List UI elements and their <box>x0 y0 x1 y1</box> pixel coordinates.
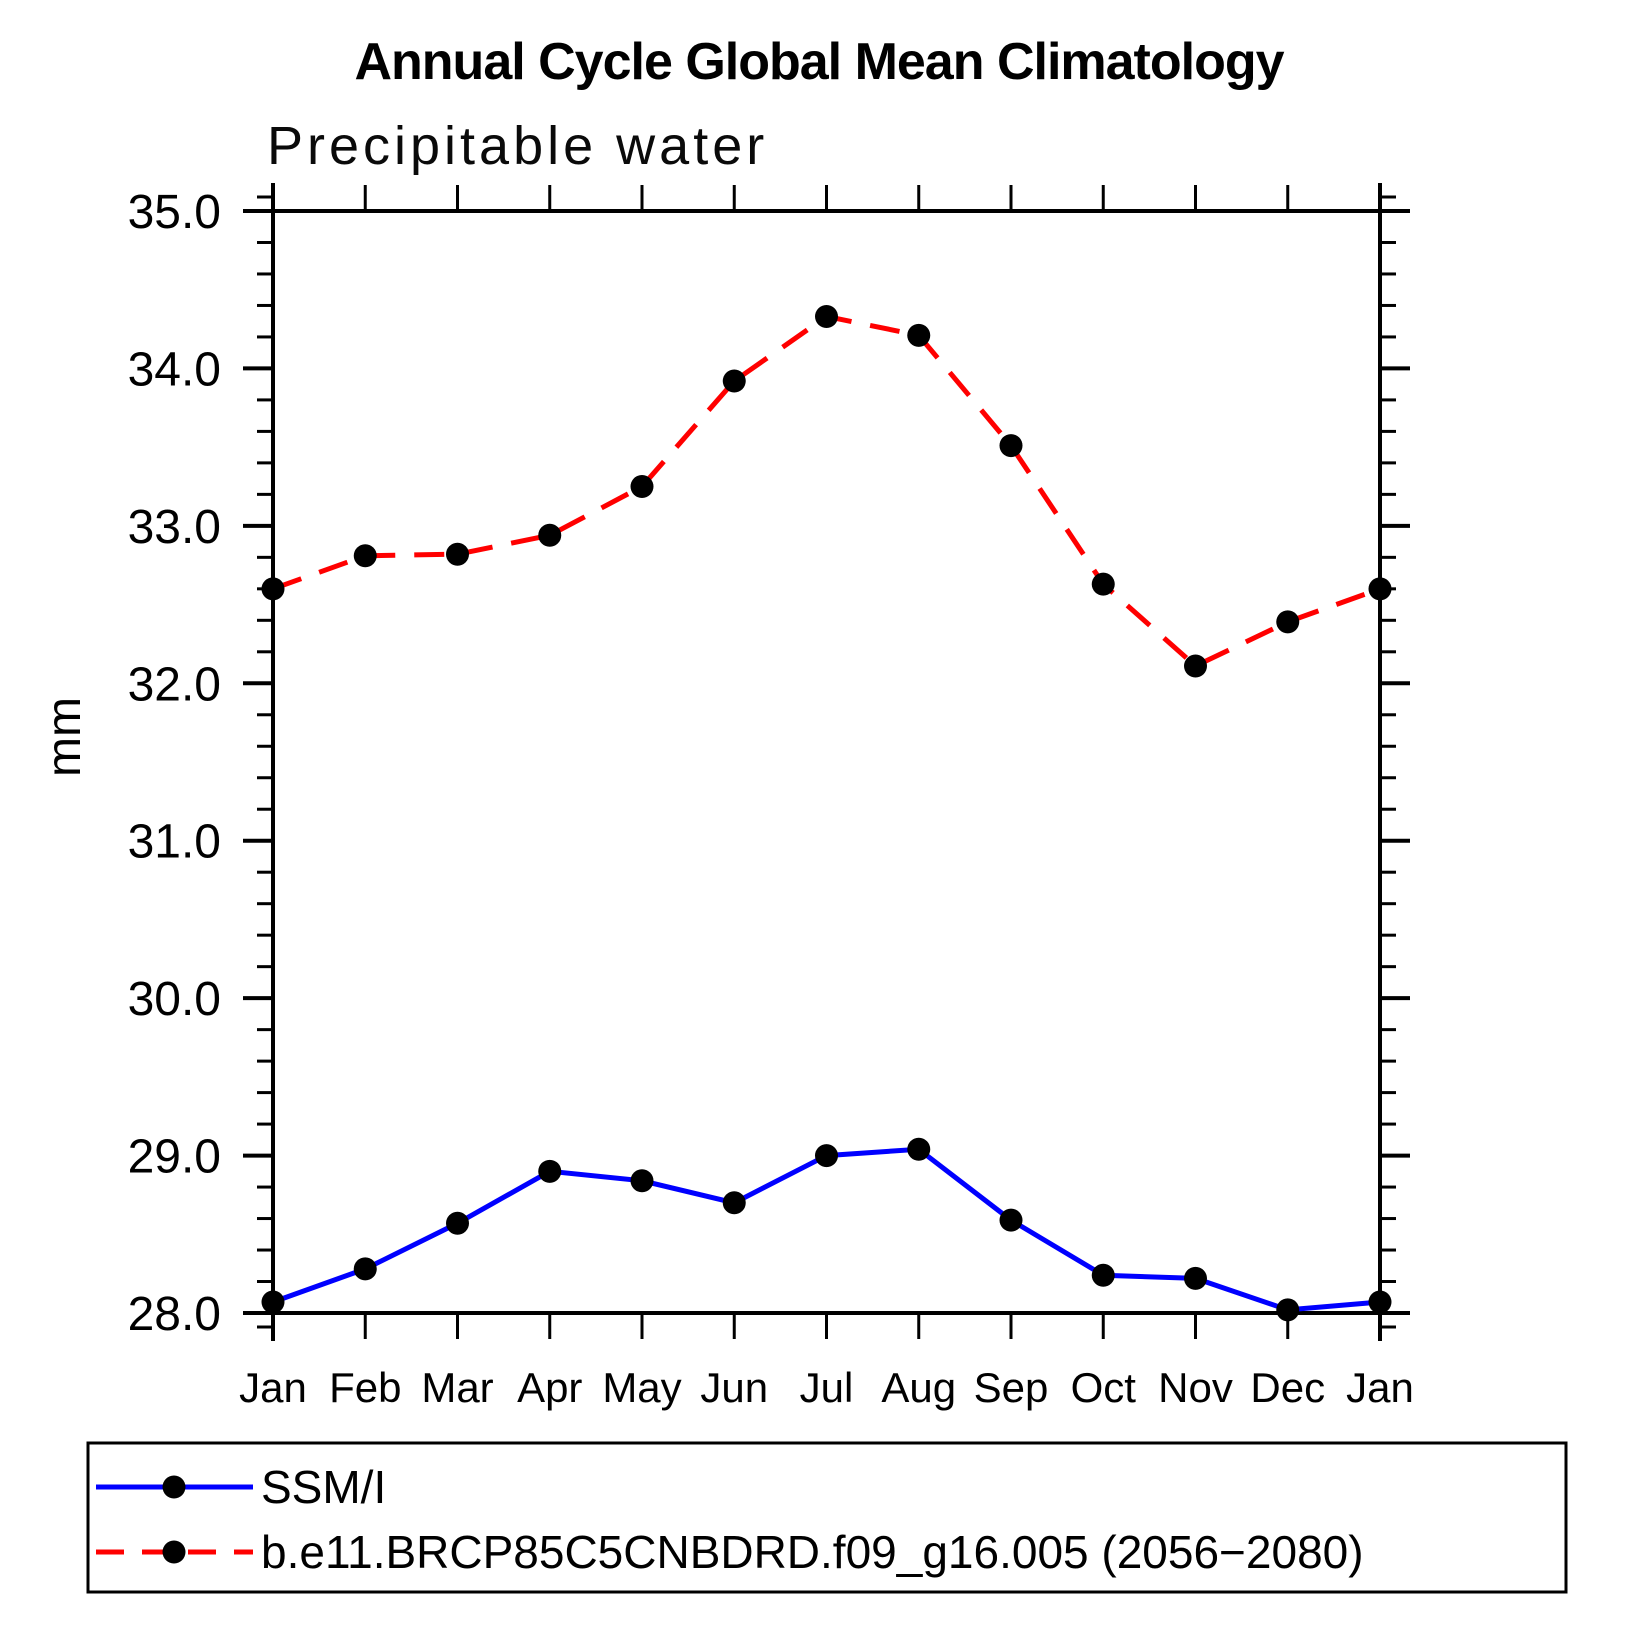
data-point-model <box>1276 610 1300 634</box>
data-point-model <box>630 475 654 498</box>
data-point-ssmi <box>815 1144 838 1168</box>
data-point-model <box>538 523 562 547</box>
y-tick-label: 30.0 <box>128 973 221 1026</box>
legend-label-ssmi: SSM/I <box>261 1461 386 1513</box>
x-tick-label: Jul <box>800 1364 854 1411</box>
x-tick-label: Oct <box>1071 1364 1137 1411</box>
data-point-model <box>1368 577 1392 601</box>
y-tick-label: 32.0 <box>128 658 221 711</box>
series-line-model <box>272 313 1381 669</box>
data-point-model <box>722 369 746 393</box>
x-tick-label: Nov <box>1158 1364 1233 1411</box>
data-point-model <box>815 304 838 328</box>
legend-box: SSM/I b.e11.BRCP85C5CNBDRD.f09_g16.005 (… <box>86 1441 1568 1594</box>
axes-frame <box>243 183 1410 1341</box>
x-tick-label: Aug <box>881 1364 956 1411</box>
y-tick-labels: 28.0 29.0 30.0 31.0 32.0 33.0 34.0 35.0 <box>128 186 221 1341</box>
legend-marker-ssmi-dot <box>162 1475 186 1499</box>
x-tick-label: Apr <box>517 1364 582 1411</box>
legend-marker-model-dot <box>162 1540 186 1564</box>
data-point-ssmi <box>1184 1266 1207 1290</box>
data-point-ssmi <box>538 1159 562 1183</box>
data-point-model <box>907 323 931 347</box>
data-point-ssmi <box>630 1169 654 1193</box>
y-tick-label: 35.0 <box>128 186 221 239</box>
data-series <box>261 304 1392 1322</box>
y-tick-label: 28.0 <box>128 1288 221 1341</box>
y-axis-label: mm <box>38 697 91 777</box>
x-tick-label: Sep <box>974 1364 1049 1411</box>
y-tick-label: 29.0 <box>128 1131 221 1184</box>
data-point-ssmi <box>353 1257 377 1281</box>
data-point-ssmi <box>999 1208 1023 1232</box>
chart-title: Annual Cycle Global Mean Climatology <box>354 33 1284 91</box>
data-point-ssmi <box>1276 1298 1300 1322</box>
data-point-ssmi <box>722 1191 746 1215</box>
x-tick-label: Jun <box>700 1364 768 1411</box>
x-tick-label: Jan <box>1346 1364 1414 1411</box>
x-tick-label: Mar <box>421 1364 493 1411</box>
chart-subtitle: Precipitable water <box>267 116 768 176</box>
data-point-model <box>999 434 1023 458</box>
y-tick-label: 33.0 <box>128 501 221 554</box>
x-tick-label: Jan <box>239 1364 307 1411</box>
data-point-ssmi <box>261 1290 285 1314</box>
x-tick-labels: Jan Feb Mar Apr May Jun Jul Aug Sep Oct Nov Dec Jan <box>239 1364 1414 1411</box>
data-point-ssmi <box>907 1137 931 1161</box>
data-point-model <box>1091 572 1115 596</box>
data-point-model <box>446 542 469 566</box>
legend-label-model: b.e11.BRCP85C5CNBDRD.f09_g16.005 (2056−2… <box>261 1526 1364 1578</box>
data-point-model <box>261 577 285 601</box>
x-tick-label: Feb <box>329 1364 401 1411</box>
data-point-model <box>1184 654 1207 678</box>
x-tick-label: May <box>602 1364 681 1411</box>
data-point-ssmi <box>1091 1263 1115 1287</box>
data-point-ssmi <box>1368 1290 1392 1314</box>
series-line-ssmi <box>272 1146 1381 1313</box>
data-point-model <box>353 544 377 568</box>
y-tick-label: 34.0 <box>128 343 221 396</box>
x-tick-label: Dec <box>1250 1364 1325 1411</box>
legend-border <box>86 1441 1568 1594</box>
y-tick-label: 31.0 <box>128 816 221 869</box>
data-point-ssmi <box>446 1211 469 1235</box>
